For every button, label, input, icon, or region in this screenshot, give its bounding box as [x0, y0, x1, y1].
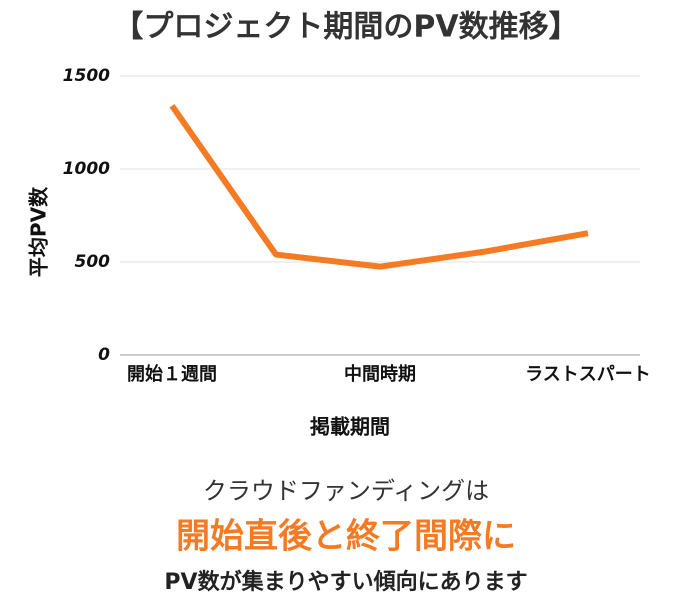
y-tick-label: 0 [98, 345, 110, 365]
chart-title: 【プロジェクト期間のPV数推移】 [113, 10, 578, 45]
annotation: クラウドファンディングは [203, 477, 489, 505]
y-tick-label: 1500 [63, 66, 110, 86]
annotation: PV数が集まりやすい傾向にあります [164, 569, 527, 595]
x-tick-label: 開始１週間 [127, 363, 217, 385]
x-axis-label: 掲載期間 [310, 415, 390, 439]
y-axis-label: 平均PV数 [27, 186, 51, 277]
y-tick-label: 1000 [63, 159, 110, 179]
x-tick-label: 中間時期 [344, 363, 416, 385]
y-tick-label: 500 [75, 252, 111, 272]
line-series [169, 104, 589, 270]
annotation: 開始直後と終了間際に [176, 517, 516, 557]
x-tick-label: ラストスパート [525, 364, 651, 385]
